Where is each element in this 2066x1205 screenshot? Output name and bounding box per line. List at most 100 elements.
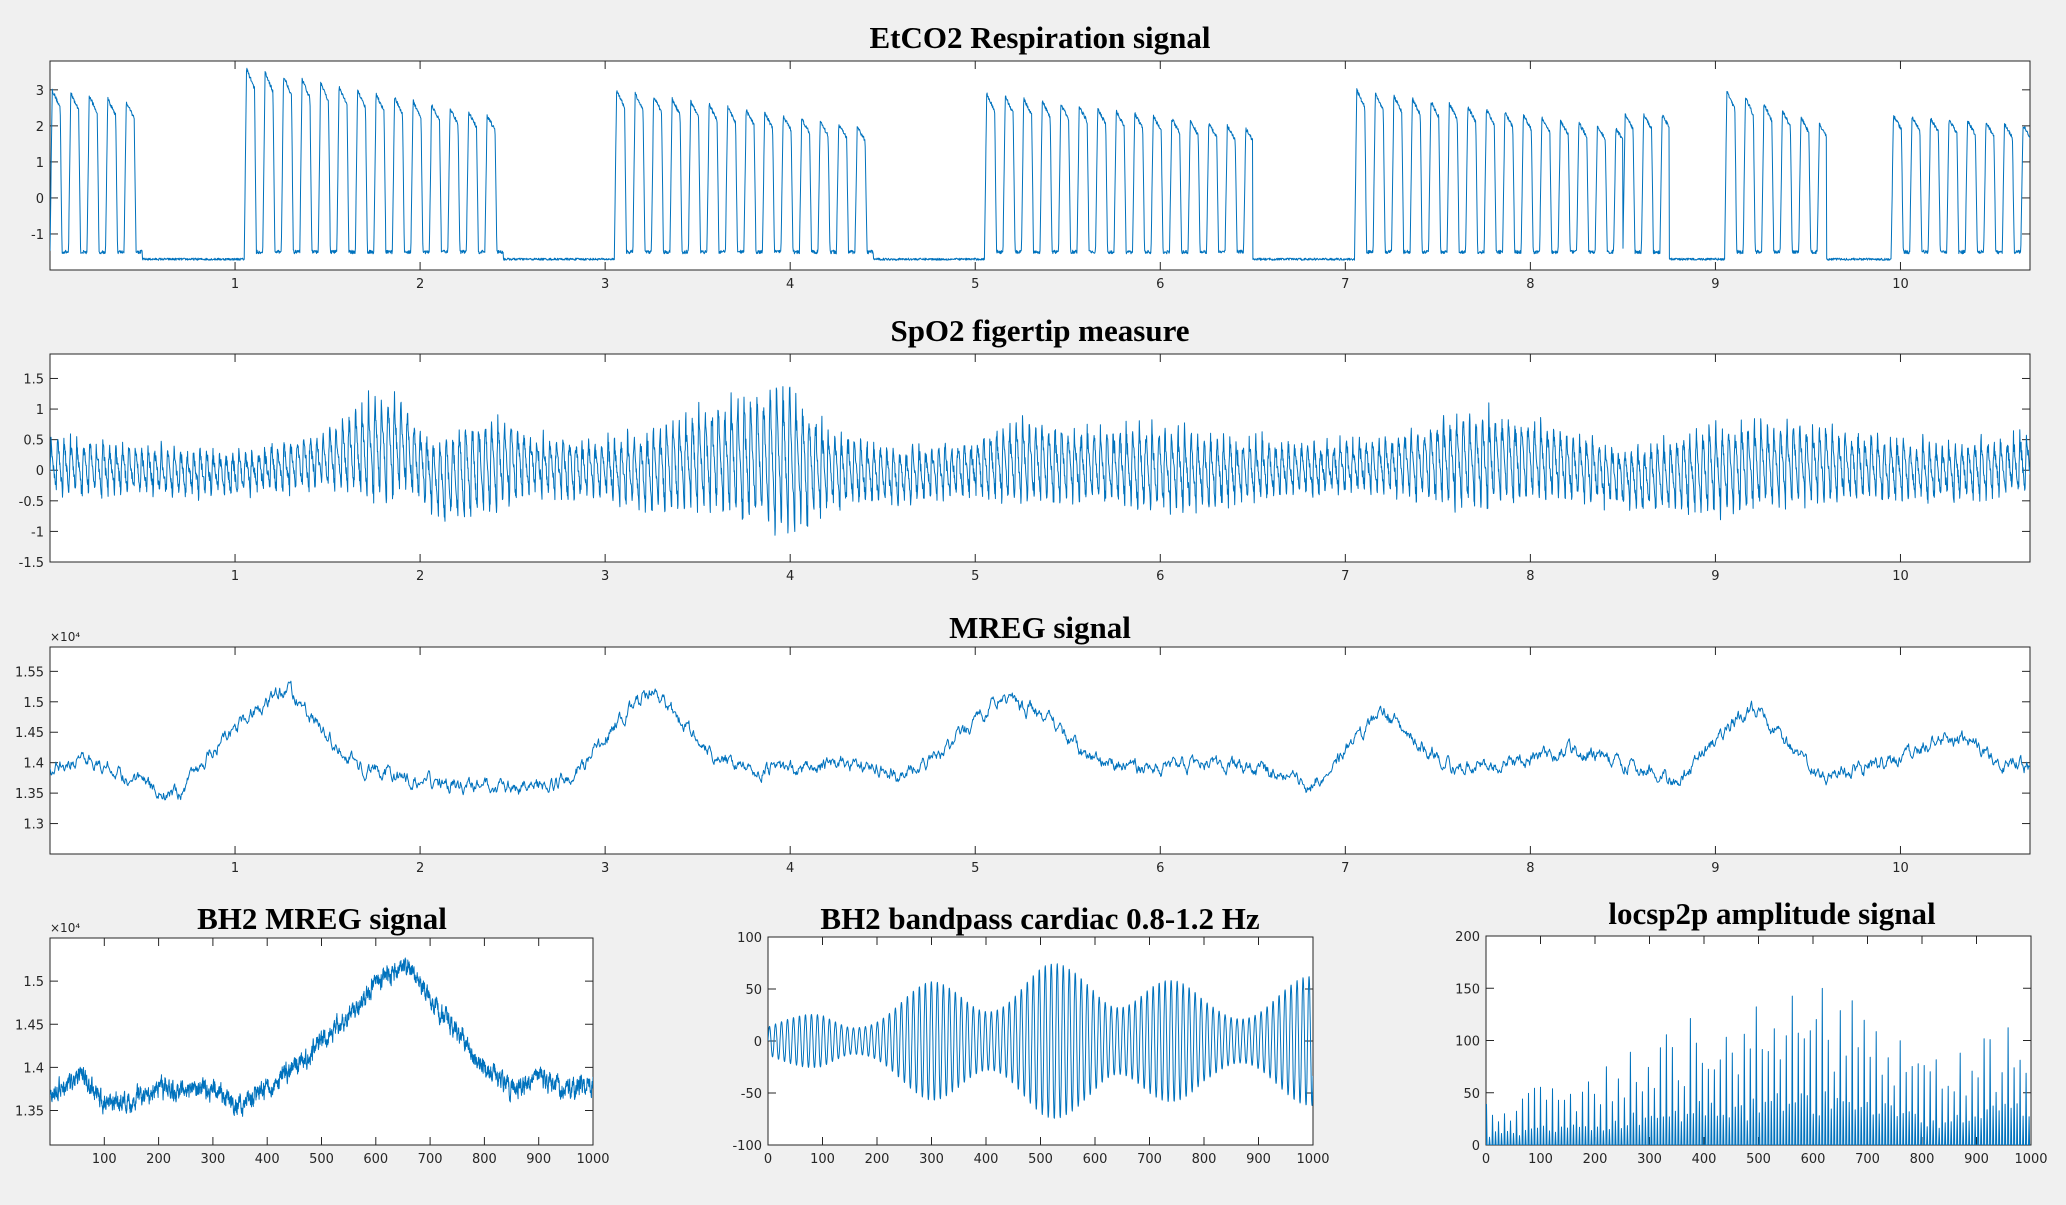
mreg-xtick-label: 10 [1892, 861, 1909, 876]
spo2-ytick-label: -0.5 [19, 495, 44, 510]
etco2-xtick-label: 5 [971, 277, 979, 292]
bh2_mreg-xtick-label: 700 [418, 1152, 443, 1167]
etco2-xtick-label: 1 [231, 277, 239, 292]
spo2-xtick-label: 5 [971, 569, 979, 584]
mreg-xtick-label: 8 [1526, 861, 1534, 876]
spo2-xtick-label: 7 [1341, 569, 1349, 584]
spo2-ticks: 1 2 3 4 5 6 7 8 9 10 -1.5 -1 -0.5 0 0.5 1 1.5 [19, 354, 2030, 584]
spo2-xtick-label: 10 [1892, 569, 1909, 584]
etco2-xtick-label: 9 [1711, 277, 1719, 292]
bh2-mreg-exponent: ×10⁴ [50, 921, 80, 935]
locsp2p-ticks: 0 100 200 300 400 500 600 700 800 900 1000 0 50 100 15… [1455, 930, 2047, 1167]
bh2_cardiac-xtick-label: 900 [1246, 1152, 1271, 1167]
etco2-series-line [50, 67, 2030, 261]
locsp2p-xtick-label: 700 [1855, 1152, 1880, 1167]
spo2-ytick-label: 1.5 [23, 372, 44, 387]
etco2-title: EtCO2 Respiration signal [869, 20, 1210, 55]
mreg-title: MREG signal [949, 610, 1131, 645]
locsp2p-title: locsp2p amplitude signal [1608, 896, 1936, 931]
mreg-ytick-label: 1.4 [23, 757, 44, 772]
bh2_cardiac-xtick-label: 700 [1137, 1152, 1162, 1167]
locsp2p-xtick-label: 200 [1583, 1152, 1608, 1167]
bh2-cardiac-panel: BH2 bandpass cardiac 0.8-1.2 Hz 0 100 200 3… [732, 901, 1329, 1167]
spo2-ytick-label: 1 [36, 403, 44, 418]
bh2_cardiac-xtick-label: 0 [764, 1152, 772, 1167]
bh2-cardiac-trace-group [768, 963, 1313, 1119]
bh2-mreg-ticks: 100 200 300 400 500 600 700 800 900 1000 1.35 1.4 1.… [15, 938, 610, 1167]
bh2_mreg-xtick-label: 400 [255, 1152, 280, 1167]
bh2_cardiac-ytick-label: -50 [741, 1087, 762, 1102]
etco2-ytick-label: 0 [36, 192, 44, 207]
mreg-ytick-label: 1.5 [23, 696, 44, 711]
bh2_cardiac-xtick-label: 300 [919, 1152, 944, 1167]
locsp2p-xtick-label: 400 [1692, 1152, 1717, 1167]
etco2-xtick-label: 4 [786, 277, 794, 292]
etco2-xtick-label: 3 [601, 277, 609, 292]
bh2_mreg-ytick-label: 1.5 [23, 975, 44, 990]
spo2-xtick-label: 2 [416, 569, 424, 584]
mreg-ytick-label: 1.55 [15, 665, 44, 680]
bh2_cardiac-ytick-label: -100 [732, 1139, 762, 1154]
bh2_mreg-xtick-label: 800 [472, 1152, 497, 1167]
mreg-exponent: ×10⁴ [50, 630, 80, 644]
etco2-xtick-label: 2 [416, 277, 424, 292]
bh2_cardiac-xtick-label: 500 [1028, 1152, 1053, 1167]
bh2_cardiac-ytick-label: 0 [754, 1035, 762, 1050]
bh2_mreg-xtick-label: 300 [200, 1152, 225, 1167]
spo2-title: SpO2 figertip measure [890, 313, 1189, 348]
etco2-ytick-label: 1 [36, 156, 44, 171]
mreg-trace-group [50, 680, 2030, 801]
bh2-mreg-panel: BH2 MREG signal ×10⁴ 100 200 300 400 500 600 7… [15, 901, 610, 1167]
mreg-ytick-label: 1.35 [15, 787, 44, 802]
locsp2p-xtick-label: 800 [1910, 1152, 1935, 1167]
spo2-ytick-label: 0.5 [23, 434, 44, 449]
etco2-ticks: 1 2 3 4 5 6 7 8 9 10 -1 0 1 2 3 [31, 61, 2030, 292]
locsp2p-panel: locsp2p amplitude signal 0 100 200 300 400 50… [1455, 896, 2047, 1167]
locsp2p-ytick-label: 200 [1455, 930, 1480, 945]
spo2-trace-group [50, 386, 2030, 536]
locsp2p-trace-group [1486, 987, 2031, 1145]
bh2_mreg-xtick-label: 600 [363, 1152, 388, 1167]
locsp2p-xtick-label: 600 [1801, 1152, 1826, 1167]
spo2-ytick-label: 0 [36, 464, 44, 479]
mreg-xtick-label: 3 [601, 861, 609, 876]
bh2_cardiac-xtick-label: 800 [1192, 1152, 1217, 1167]
locsp2p-xtick-label: 300 [1637, 1152, 1662, 1167]
locsp2p-ytick-label: 100 [1455, 1035, 1480, 1050]
spo2-xtick-label: 8 [1526, 569, 1534, 584]
spo2-panel: SpO2 figertip measure 1 2 3 4 5 6 7 8 9 10-1.5-1-… [19, 313, 2031, 584]
mreg-xtick-label: 5 [971, 861, 979, 876]
mreg-xtick-label: 9 [1711, 861, 1719, 876]
locsp2p-ytick-label: 0 [1472, 1139, 1480, 1154]
bh2_cardiac-xtick-label: 100 [810, 1152, 835, 1167]
bh2_cardiac-ytick-label: 100 [737, 931, 762, 946]
spo2-ytick-label: -1.5 [19, 556, 44, 571]
spo2-ytick-label: -1 [31, 525, 44, 540]
mreg-series-line [50, 680, 2030, 801]
spo2-axes [49, 353, 2031, 563]
bh2_cardiac-xtick-label: 600 [1083, 1152, 1108, 1167]
mreg-xtick-label: 1 [231, 861, 239, 876]
bh2_mreg-ytick-label: 1.35 [15, 1105, 44, 1120]
locsp2p-axes [1485, 935, 2032, 1146]
etco2-xtick-label: 7 [1341, 277, 1349, 292]
mreg-axes [49, 646, 2031, 855]
mreg-xtick-label: 6 [1156, 861, 1164, 876]
bh2_mreg-xtick-label: 200 [146, 1152, 171, 1167]
spo2-xtick-label: 4 [786, 569, 794, 584]
etco2-xtick-label: 10 [1892, 277, 1909, 292]
mreg-ytick-label: 1.45 [15, 726, 44, 741]
bh2_cardiac-xtick-label: 200 [865, 1152, 890, 1167]
etco2-ytick-label: 2 [36, 120, 44, 135]
locsp2p-xtick-label: 500 [1746, 1152, 1771, 1167]
spo2-xtick-label: 9 [1711, 569, 1719, 584]
bh2-mreg-title: BH2 MREG signal [197, 901, 447, 936]
spo2-xtick-label: 6 [1156, 569, 1164, 584]
locsp2p-ytick-label: 50 [1463, 1087, 1480, 1102]
locsp2p-xtick-label: 0 [1482, 1152, 1490, 1167]
bh2_mreg-ytick-label: 1.4 [23, 1061, 44, 1076]
mreg-xtick-label: 2 [416, 861, 424, 876]
bh2_cardiac-xtick-label: 400 [974, 1152, 999, 1167]
mreg-xtick-label: 7 [1341, 861, 1349, 876]
